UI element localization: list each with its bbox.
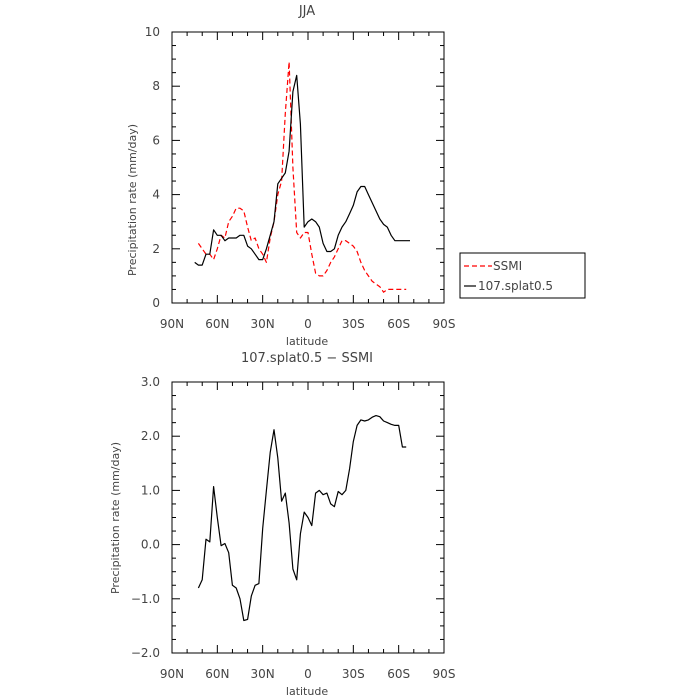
top-ytick-label: 0 xyxy=(152,296,160,310)
bottom-ytick-label: −1.0 xyxy=(131,592,160,606)
top-ytick-label: 2 xyxy=(152,242,160,256)
bottom-x-axis: 90N 60N 30N 0 30S 60S 90S xyxy=(160,382,456,681)
bottom-xtick-label: 30N xyxy=(251,667,275,681)
top-series-group xyxy=(194,61,410,293)
bottom-xtick-label: 30S xyxy=(342,667,365,681)
top-ytick-label: 6 xyxy=(152,133,160,147)
top-y-axis: 0 2 4 6 8 10 xyxy=(145,25,444,310)
bottom-ytick-label: −2.0 xyxy=(131,646,160,660)
bottom-ytick-label: 1.0 xyxy=(141,483,160,497)
top-xtick-label: 30N xyxy=(251,317,275,331)
top-ytick-label: 8 xyxy=(152,79,160,93)
bottom-ytick-label: 2.0 xyxy=(141,429,160,443)
top-title: JJA xyxy=(298,4,315,19)
top-series-line-107-splat0-5 xyxy=(194,74,410,266)
top-xtick-label: 0 xyxy=(304,317,312,331)
bottom-ytick-label: 3.0 xyxy=(141,375,160,389)
top-frame xyxy=(171,31,445,304)
top-ytick-label: 4 xyxy=(152,188,160,202)
bottom-xtick-label: 0 xyxy=(304,667,312,681)
top-xtick-label: 90N xyxy=(160,317,184,331)
top-panel: JJA 0 2 4 6 8 10 90N 60N 30N 0 30S 60S 90S latitude… xyxy=(126,4,586,348)
top-xtick-label: 90S xyxy=(433,317,456,331)
top-xtick-label: 30S xyxy=(342,317,365,331)
bottom-panel: 107.splat0.5 − SSMI −2.0 −1.0 0.0 1.0 2.0 3.0… xyxy=(109,351,455,698)
legend-label-model: 107.splat0.5 xyxy=(478,279,553,293)
top-ylabel: Precipitation rate (mm/day) xyxy=(126,124,139,276)
top-ytick-label: 10 xyxy=(145,25,160,39)
top-series-line-ssmi xyxy=(197,61,407,293)
top-xtick-label: 60N xyxy=(205,317,229,331)
legend-label-ssmi: SSMI xyxy=(493,259,522,273)
bottom-xtick-label: 90S xyxy=(433,667,456,681)
bottom-ytick-label: 0.0 xyxy=(141,538,160,552)
legend-box xyxy=(459,252,586,299)
top-xlabel: latitude xyxy=(286,335,328,348)
bottom-xtick-label: 90N xyxy=(160,667,184,681)
legend: SSMI 107.splat0.5 xyxy=(459,252,586,299)
bottom-ylabel: Precipitation rate (mm/day) xyxy=(109,442,122,594)
bottom-series-line-difference xyxy=(197,415,407,622)
bottom-series-group xyxy=(197,415,407,622)
bottom-xtick-label: 60N xyxy=(205,667,229,681)
bottom-y-axis: −2.0 −1.0 0.0 1.0 2.0 3.0 xyxy=(131,375,444,660)
top-x-axis: 90N 60N 30N 0 30S 60S 90S xyxy=(160,32,456,331)
top-xtick-label: 60S xyxy=(387,317,410,331)
bottom-title: 107.splat0.5 − SSMI xyxy=(241,351,373,366)
bottom-xtick-label: 60S xyxy=(387,667,410,681)
bottom-xlabel: latitude xyxy=(286,685,328,698)
